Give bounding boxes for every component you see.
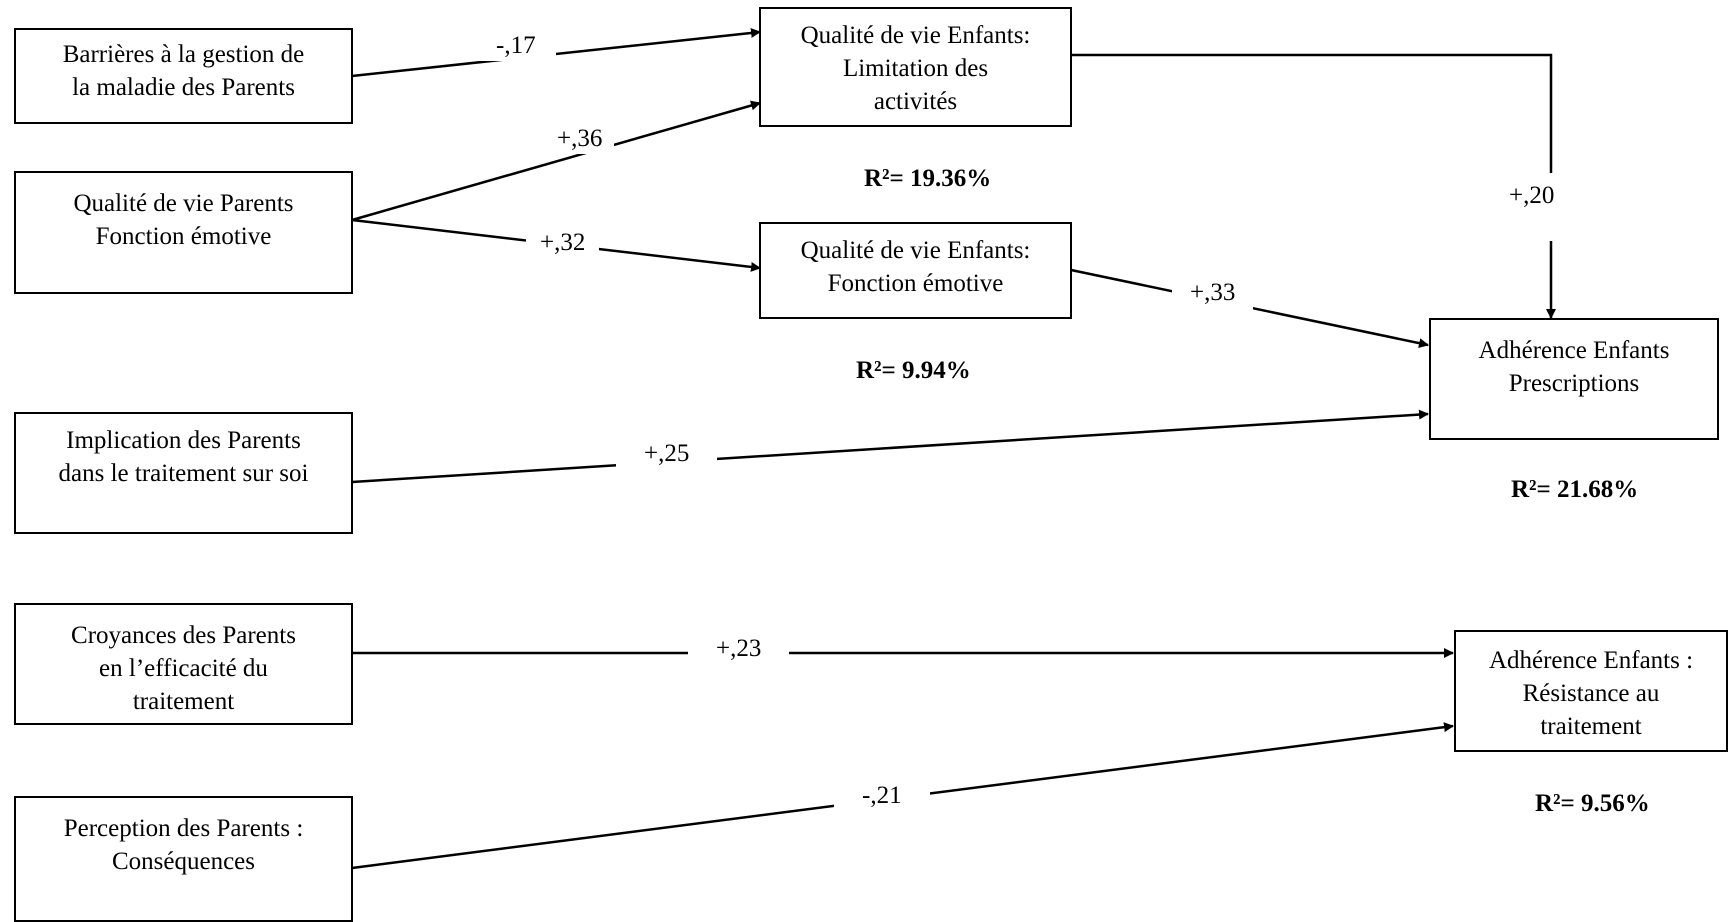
node-qdv-parents: Qualité de vie Parents Fonction émotive xyxy=(14,171,353,294)
node-perception: Perception des Parents : Conséquences xyxy=(14,796,353,922)
node-qdv-enfants-limitation: Qualité de vie Enfants: Limitation des a… xyxy=(759,7,1072,127)
coef-qdvp-limitation: +,36 xyxy=(545,124,615,154)
coef-implication-prescriptions: +,25 xyxy=(616,435,718,473)
arrow-barrieres-limitation xyxy=(351,27,761,78)
coef-qdvp-emotive: +,32 xyxy=(526,228,600,258)
arrow-qdvp-limitation xyxy=(351,100,761,222)
coef-limitation-prescriptions: +,20 xyxy=(1505,173,1559,241)
r2-emotive: R²= 9.94% xyxy=(856,357,971,384)
coef-emotive-prescriptions: +,33 xyxy=(1172,276,1254,310)
coef-perception-resistance: -,21 xyxy=(834,775,930,817)
node-qdv-enfants-emotive: Qualité de vie Enfants: Fonction émotive xyxy=(759,222,1072,319)
node-croyances: Croyances des Parents en l’efficacité du… xyxy=(14,603,353,725)
node-adherence-prescriptions: Adhérence Enfants Prescriptions xyxy=(1429,318,1719,440)
arrow-limitation-prescriptions xyxy=(1071,53,1556,319)
node-implication: Implication des Parents dans le traiteme… xyxy=(14,412,353,534)
node-barrieres: Barrières à la gestion de la maladie des… xyxy=(14,28,353,124)
coef-croyances-resistance: +,23 xyxy=(688,630,790,668)
r2-limitation: R²= 19.36% xyxy=(864,165,992,192)
coef-barrieres-limitation: -,17 xyxy=(472,31,556,61)
r2-resistance: R²= 9.56% xyxy=(1535,790,1650,817)
arrow-implication-prescriptions xyxy=(351,409,1429,484)
node-adherence-resistance: Adhérence Enfants : Résistance au traite… xyxy=(1454,630,1728,752)
r2-prescriptions: R²= 21.68% xyxy=(1511,476,1639,503)
